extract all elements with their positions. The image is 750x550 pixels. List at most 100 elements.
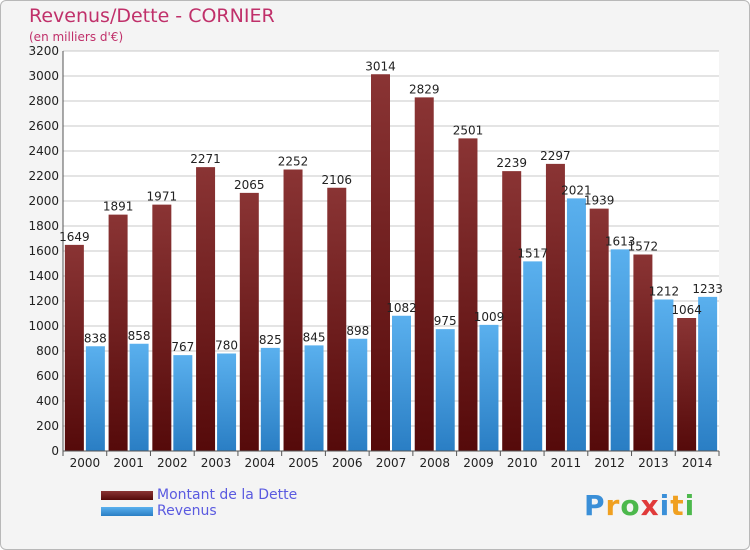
y-tick-label: 2400 <box>28 144 59 158</box>
y-tick-label: 3200 <box>28 44 59 58</box>
value-label-debt: 1572 <box>628 240 659 254</box>
x-tick-label: 2003 <box>201 456 232 470</box>
value-label-revenue: 1082 <box>386 301 417 315</box>
bar-debt <box>64 244 84 451</box>
bar-debt <box>545 163 565 451</box>
x-tick-label: 2008 <box>419 456 450 470</box>
bar-debt <box>152 204 172 451</box>
bar-revenue <box>173 355 193 451</box>
x-tick-label: 2012 <box>594 456 625 470</box>
y-tick-label: 1600 <box>28 244 59 258</box>
value-label-revenue: 1517 <box>517 246 548 260</box>
value-label-debt: 1064 <box>671 303 702 317</box>
value-label-debt: 2271 <box>190 152 221 166</box>
logo-letter: o <box>620 489 641 522</box>
x-tick-label: 2004 <box>245 456 276 470</box>
value-label-debt: 1971 <box>147 190 178 204</box>
value-label-revenue: 858 <box>128 329 151 343</box>
x-tick-label: 2009 <box>463 456 494 470</box>
logo-letter: P <box>584 489 606 522</box>
value-label-revenue: 975 <box>434 314 457 328</box>
y-tick-label: 2600 <box>28 119 59 133</box>
chart-title: Revenus/Dette - CORNIER <box>29 5 275 27</box>
value-label-debt: 2829 <box>409 82 440 96</box>
x-tick-label: 2014 <box>682 456 713 470</box>
bar-debt <box>196 167 216 451</box>
y-tick-label: 400 <box>36 394 59 408</box>
value-label-revenue: 1613 <box>605 234 636 248</box>
y-tick-label: 2800 <box>28 94 59 108</box>
y-tick-label: 800 <box>36 344 59 358</box>
x-tick-label: 2001 <box>113 456 144 470</box>
value-label-debt: 1891 <box>103 200 134 214</box>
value-labels: 1649 838 1891 858 1971 767 2271 780 2065 825 2252 8… <box>59 59 723 354</box>
x-tick-label: 2006 <box>332 456 363 470</box>
legend-swatch-revenue <box>101 507 153 516</box>
bar-revenue <box>610 249 630 451</box>
y-tick-label: 1800 <box>28 219 59 233</box>
bar-debt <box>108 214 128 451</box>
value-label-debt: 1649 <box>59 230 90 244</box>
value-label-revenue: 898 <box>346 324 369 338</box>
bar-revenue <box>217 353 237 451</box>
bar-revenue <box>304 345 324 451</box>
x-tick-label: 2000 <box>70 456 101 470</box>
bar-debt <box>677 318 697 451</box>
chart-subtitle: (en milliers d'€) <box>29 30 124 44</box>
bar-revenue <box>85 346 105 451</box>
x-tick-label: 2011 <box>551 456 582 470</box>
y-tick-label: 1000 <box>28 319 59 333</box>
bar-debt <box>589 208 609 451</box>
logo-letter: t <box>670 489 685 522</box>
bar-debt <box>414 97 434 451</box>
value-label-revenue: 1212 <box>649 285 680 299</box>
value-label-revenue: 825 <box>259 333 282 347</box>
value-label-debt: 2106 <box>321 173 352 187</box>
value-label-debt: 1939 <box>584 194 615 208</box>
y-tick-label: 2200 <box>28 169 59 183</box>
y-tick-label: 1400 <box>28 269 59 283</box>
bar-revenue <box>479 324 499 451</box>
logo-letter: i <box>659 489 671 522</box>
bar-debt <box>371 74 390 451</box>
value-label-revenue: 780 <box>215 339 238 353</box>
y-tick-label: 3000 <box>28 69 59 83</box>
y-tick-label: 600 <box>36 369 59 383</box>
value-label-debt: 2297 <box>540 149 571 163</box>
logo-letter: x <box>640 489 660 522</box>
bar-chart: 0 200 400 600 800 1000 1200 1400 1600 1800 2000 220… <box>28 44 723 470</box>
bar-debt <box>633 254 653 451</box>
value-label-revenue: 767 <box>171 340 194 354</box>
x-tick-label: 2013 <box>638 456 669 470</box>
bar-debt <box>239 192 259 451</box>
bar-debt <box>327 187 347 451</box>
bar-revenue <box>523 261 543 451</box>
value-label-revenue: 2021 <box>561 183 592 197</box>
x-tick-label: 2002 <box>157 456 188 470</box>
value-label-revenue: 1009 <box>474 310 505 324</box>
legend-label-revenue: Revenus <box>157 503 217 519</box>
axes: 0 200 400 600 800 1000 1200 1400 1600 1800 2000 220… <box>28 44 720 470</box>
bar-revenue <box>435 329 455 451</box>
bar-debt <box>502 171 522 451</box>
y-tick-label: 200 <box>36 419 59 433</box>
logo-letter: i <box>684 489 696 522</box>
y-tick-label: 2000 <box>28 194 59 208</box>
value-label-debt: 2501 <box>453 123 484 137</box>
bars <box>64 74 718 451</box>
value-label-debt: 3014 <box>365 59 396 73</box>
bar-revenue <box>129 343 149 451</box>
y-tick-label: 1200 <box>28 294 59 308</box>
bar-revenue <box>260 347 280 451</box>
value-label-revenue: 838 <box>84 331 107 345</box>
y-tick-label: 0 <box>51 444 59 458</box>
logo-letter: r <box>605 489 621 522</box>
value-label-debt: 2065 <box>234 178 265 192</box>
bar-debt <box>458 138 478 451</box>
value-label-revenue: 845 <box>303 330 326 344</box>
bar-revenue <box>566 198 586 451</box>
x-tick-label: 2010 <box>507 456 538 470</box>
value-label-debt: 2239 <box>496 156 527 170</box>
x-tick-label: 2005 <box>288 456 319 470</box>
